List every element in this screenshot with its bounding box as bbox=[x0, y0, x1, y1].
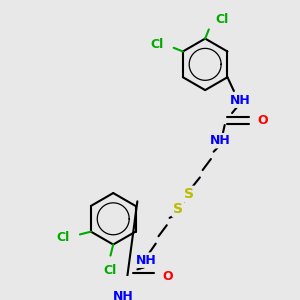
Text: O: O bbox=[162, 270, 173, 283]
Text: NH: NH bbox=[210, 134, 230, 147]
Text: NH: NH bbox=[113, 290, 134, 300]
Text: Cl: Cl bbox=[104, 264, 117, 277]
Text: NH: NH bbox=[230, 94, 251, 107]
Text: O: O bbox=[257, 114, 268, 127]
Text: Cl: Cl bbox=[215, 13, 228, 26]
Text: Cl: Cl bbox=[151, 38, 164, 51]
Text: S: S bbox=[173, 202, 183, 216]
Text: S: S bbox=[184, 187, 194, 201]
Text: NH: NH bbox=[136, 254, 157, 267]
Text: Cl: Cl bbox=[57, 231, 70, 244]
